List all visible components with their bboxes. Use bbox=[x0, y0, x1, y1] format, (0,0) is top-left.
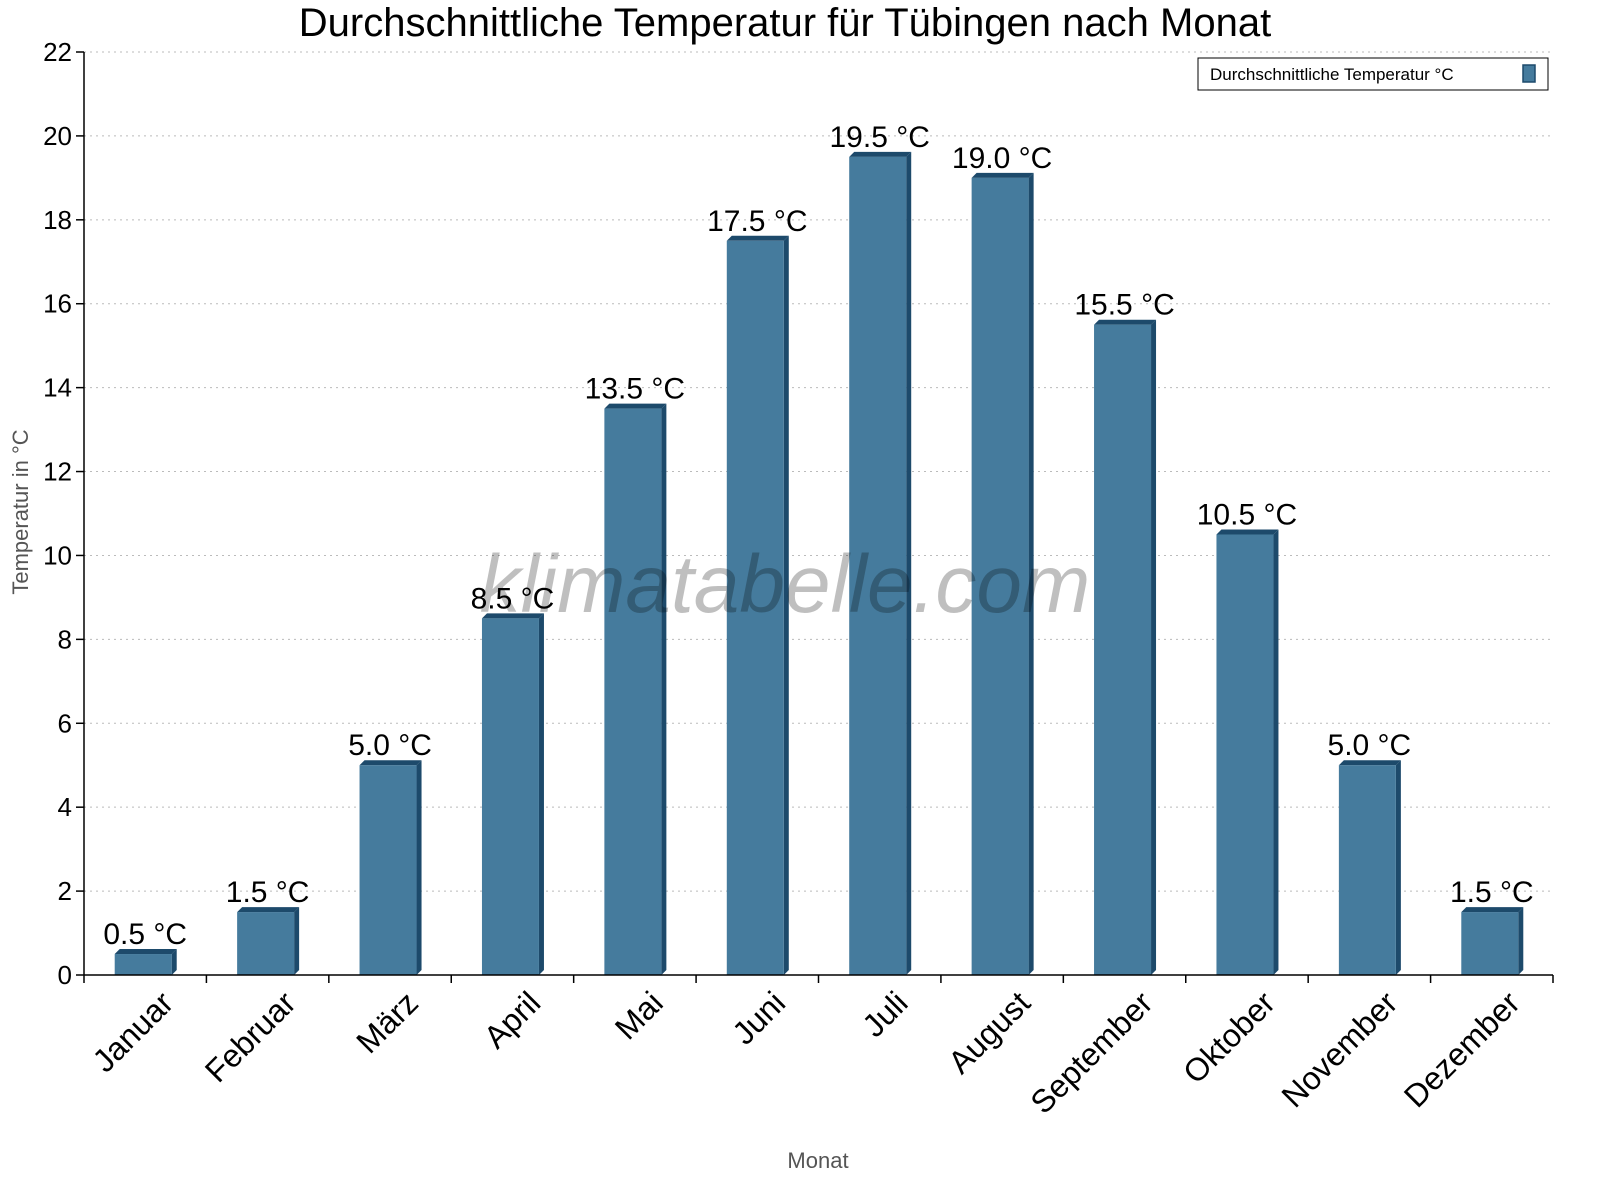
bar-top bbox=[971, 172, 1034, 178]
data-label: 1.5 °C bbox=[226, 876, 310, 909]
x-tick-label: Januar bbox=[86, 984, 181, 1079]
bar bbox=[114, 949, 177, 975]
x-tick-label: Dezember bbox=[1397, 984, 1527, 1114]
bar-side bbox=[783, 235, 789, 975]
data-label: 10.5 °C bbox=[1197, 498, 1297, 531]
bar-top bbox=[1094, 319, 1157, 325]
gridlines bbox=[84, 51, 1553, 892]
data-label: 15.5 °C bbox=[1074, 289, 1174, 322]
x-tick-label: Mai bbox=[608, 984, 670, 1046]
bar-top bbox=[1216, 529, 1279, 535]
bar-top bbox=[481, 613, 544, 619]
y-tick-label: 16 bbox=[43, 289, 72, 319]
bar bbox=[1094, 319, 1157, 975]
legend-swatch bbox=[1522, 64, 1536, 83]
bar bbox=[726, 235, 789, 975]
data-label: 8.5 °C bbox=[471, 582, 555, 615]
y-tick-label: 0 bbox=[58, 960, 72, 990]
chart-title: Durchschnittliche Temperatur für Tübinge… bbox=[299, 1, 1271, 45]
bar-face bbox=[1216, 534, 1274, 975]
bar bbox=[1216, 529, 1279, 975]
data-label: 13.5 °C bbox=[585, 373, 685, 406]
legend: Durchschnittliche Temperatur °C bbox=[1197, 57, 1549, 91]
bar-side bbox=[1518, 907, 1524, 975]
x-tick-label: November bbox=[1274, 984, 1404, 1114]
bar-face bbox=[971, 177, 1029, 975]
bar-face bbox=[726, 240, 784, 975]
bar bbox=[359, 760, 422, 975]
bar-side bbox=[1273, 529, 1279, 975]
bar-top bbox=[849, 151, 912, 157]
data-label: 19.0 °C bbox=[952, 142, 1052, 175]
bar bbox=[237, 907, 300, 975]
bar bbox=[1461, 907, 1524, 975]
bar-side bbox=[1395, 760, 1401, 975]
bar-side bbox=[171, 949, 177, 975]
bar-top bbox=[604, 403, 667, 409]
bar bbox=[481, 613, 544, 975]
bar-face bbox=[114, 954, 172, 975]
bar-side bbox=[1028, 172, 1034, 975]
legend-label: Durchschnittliche Temperatur °C bbox=[1210, 65, 1454, 84]
bar-side bbox=[294, 907, 300, 975]
bar-side bbox=[538, 613, 544, 975]
x-tick-label: Juli bbox=[855, 984, 914, 1043]
y-tick-label: 20 bbox=[43, 121, 72, 151]
bar-top bbox=[237, 907, 300, 913]
bar-top bbox=[359, 760, 422, 766]
y-tick-label: 8 bbox=[58, 624, 72, 654]
bar-face bbox=[359, 765, 417, 975]
bar bbox=[604, 403, 667, 975]
y-tick-label: 12 bbox=[43, 457, 72, 487]
x-tick-label: Februar bbox=[198, 984, 303, 1089]
bar bbox=[971, 172, 1034, 975]
y-tick-label: 2 bbox=[58, 876, 72, 906]
bar-face bbox=[849, 156, 907, 976]
x-axis-label: Monat bbox=[787, 1148, 848, 1173]
legend-box bbox=[1197, 57, 1549, 91]
bar-face bbox=[604, 408, 662, 975]
bars: 0.5 °C 1.5 °C 5.0 °C 8.5 °C 13.5 °C 17.5 °C 19… bbox=[103, 121, 1534, 976]
bar-face bbox=[1338, 765, 1396, 975]
bar-side bbox=[416, 760, 422, 975]
bar-top bbox=[1461, 907, 1524, 913]
data-label: 5.0 °C bbox=[348, 729, 432, 762]
y-tick-label: 6 bbox=[58, 708, 72, 738]
y-tick-label: 14 bbox=[43, 373, 72, 403]
data-label: 17.5 °C bbox=[707, 205, 807, 238]
x-tick-label: August bbox=[941, 984, 1037, 1080]
x-tick-label: September bbox=[1023, 984, 1159, 1120]
x-tick-label: Juni bbox=[725, 984, 792, 1051]
y-tick-label: 18 bbox=[43, 205, 72, 235]
bar-face bbox=[237, 912, 295, 975]
data-label: 0.5 °C bbox=[103, 918, 187, 951]
y-tick-label: 22 bbox=[43, 37, 72, 67]
y-tick-label: 4 bbox=[58, 792, 72, 822]
bar-face bbox=[1094, 324, 1152, 975]
bar-top bbox=[1338, 760, 1401, 766]
bar-side bbox=[906, 151, 912, 976]
bar-face bbox=[1461, 912, 1519, 975]
x-tick-label: Oktober bbox=[1176, 984, 1282, 1090]
watermark: klimatabelle.com bbox=[480, 539, 1091, 630]
bar-side bbox=[661, 403, 667, 975]
y-axis-label: Temperatur in °C bbox=[8, 429, 33, 594]
y-tick-label: 10 bbox=[43, 540, 72, 570]
x-tick-label: März bbox=[349, 984, 425, 1060]
bar-face bbox=[481, 618, 539, 975]
data-label: 5.0 °C bbox=[1328, 729, 1412, 762]
x-tick-label: April bbox=[477, 984, 548, 1055]
bar-top bbox=[114, 949, 177, 955]
bar-side bbox=[1151, 319, 1157, 975]
bar bbox=[849, 151, 912, 976]
data-label: 19.5 °C bbox=[830, 121, 930, 154]
data-label: 1.5 °C bbox=[1450, 876, 1534, 909]
bar-top bbox=[726, 235, 789, 241]
bar bbox=[1338, 760, 1401, 975]
